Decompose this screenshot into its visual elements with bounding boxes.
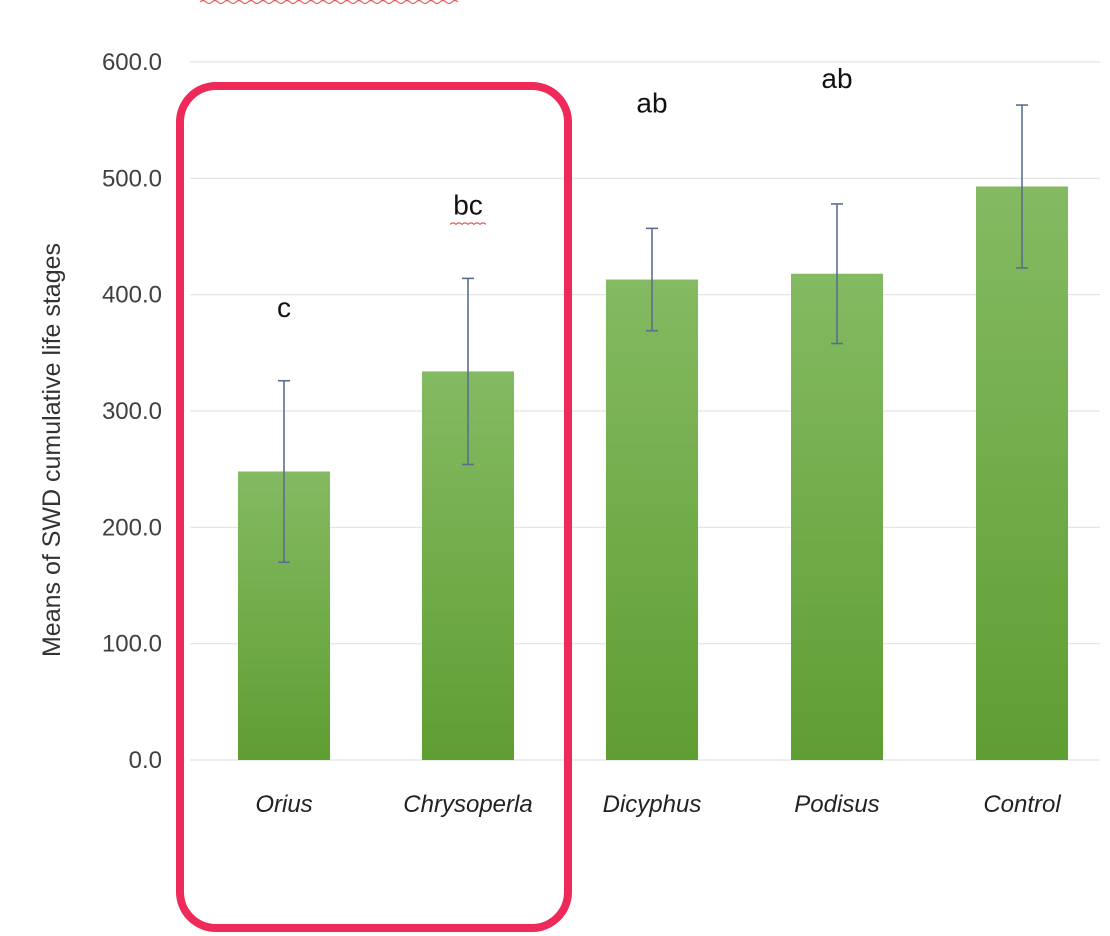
bars <box>238 186 1068 760</box>
category-label: Podisus <box>794 791 879 818</box>
error-bar-control <box>1016 104 1028 269</box>
y-tick-label: 100.0 <box>102 631 162 658</box>
y-tick-label: 300.0 <box>102 398 162 425</box>
error-bar-orius <box>278 379 290 564</box>
category-label: Orius <box>255 791 312 818</box>
bar-podisus <box>791 273 883 760</box>
highlight-box <box>176 82 572 932</box>
spellcheck-squiggle-bc <box>449 222 487 226</box>
y-tick-label: 0.0 <box>129 747 162 774</box>
category-label: Chrysoperla <box>403 791 532 818</box>
spellcheck-squiggle-top <box>199 0 459 5</box>
category-label: Control <box>983 791 1061 818</box>
y-tick-label: 500.0 <box>102 165 162 192</box>
y-tick-label: 200.0 <box>102 514 162 541</box>
error-bar-dicyphus <box>646 227 658 332</box>
error-bar-chrysoperla <box>462 277 474 466</box>
error-bars <box>278 104 1028 564</box>
significance-letters: cbcababa <box>277 63 853 323</box>
significance-letter: ab <box>821 63 852 94</box>
error-bar-podisus <box>831 203 843 345</box>
bar-control <box>976 186 1068 760</box>
significance-letter: c <box>277 292 291 323</box>
significance-letter: ab <box>636 87 667 118</box>
y-axis-tick-labels: 0.0 100.0 200.0 300.0 400.0 500.0 600.0 <box>102 49 162 774</box>
category-label: Dicyphus <box>603 791 702 818</box>
y-tick-label: 400.0 <box>102 282 162 309</box>
significance-letter: bc <box>453 189 483 220</box>
y-tick-label: 600.0 <box>102 49 162 76</box>
x-axis-category-labels: Orius Chrysoperla Dicyphus Podisus Control <box>255 791 1061 818</box>
bar-dicyphus <box>606 279 698 760</box>
y-axis-title: Means of SWD cumulative life stages <box>38 243 66 657</box>
